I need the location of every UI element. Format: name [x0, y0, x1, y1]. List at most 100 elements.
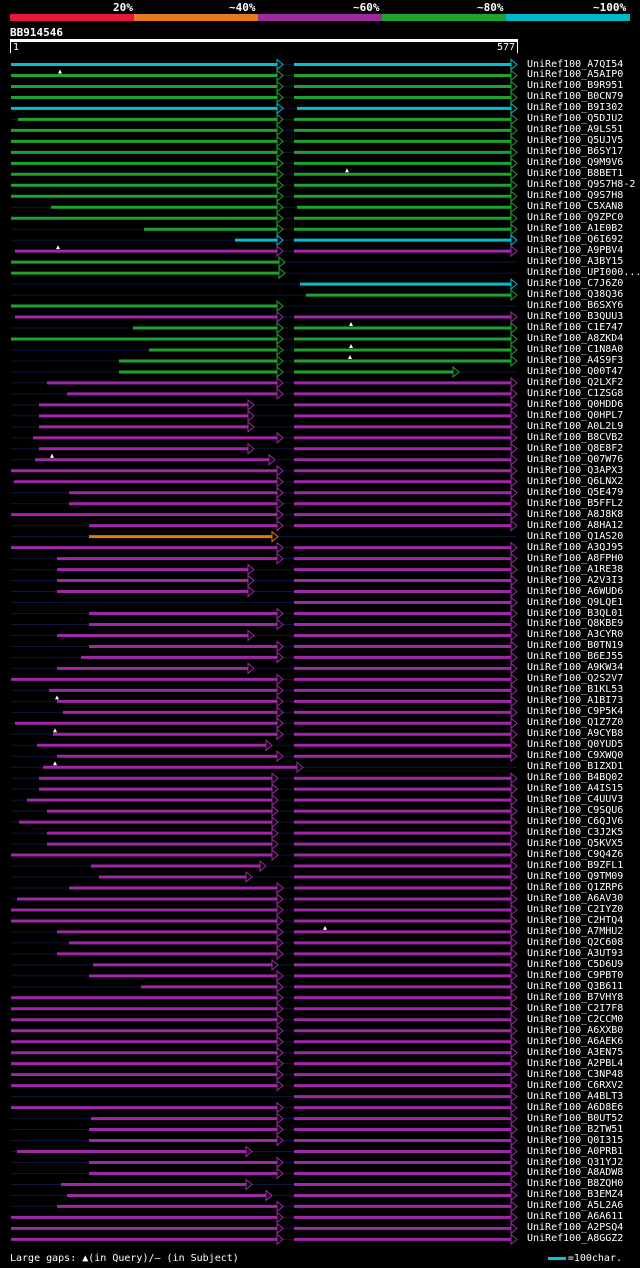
hit-label[interactable]: UniRef100_B3EMZ4: [527, 1189, 624, 1201]
hit-label[interactable]: UniRef100_C2HTQ4: [527, 914, 624, 926]
hit-label[interactable]: UniRef100_A1BI73: [527, 695, 624, 707]
hit-label[interactable]: UniRef100_Q2LXF2: [527, 376, 624, 388]
hit-label[interactable]: UniRef100_A2PSQ4: [527, 1222, 624, 1234]
hit-label[interactable]: UniRef100_Q31YJ2: [527, 1156, 624, 1168]
hit-label[interactable]: UniRef100_C9PBT0: [527, 969, 624, 981]
hit-label[interactable]: UniRef100_B8CVB2: [527, 431, 624, 443]
hit-label[interactable]: UniRef100_A4IS15: [527, 783, 624, 795]
hit-label[interactable]: UniRef100_A3QJ95: [527, 541, 624, 553]
hit-label[interactable]: UniRef100_C9SQU6: [527, 805, 624, 817]
hit-label[interactable]: UniRef100_Q9S7H8: [527, 190, 624, 202]
hit-label[interactable]: UniRef100_B0CN79: [527, 91, 624, 103]
hit-label[interactable]: UniRef100_A4S9F3: [527, 354, 624, 366]
hit-label[interactable]: UniRef100_B9I302: [527, 102, 624, 114]
hit-label[interactable]: UniRef100_C1N8A0: [527, 343, 624, 355]
hit-label[interactable]: UniRef100_C2IYZ0: [527, 903, 624, 915]
hit-label[interactable]: UniRef100_A9LS51: [527, 124, 624, 136]
hit-label[interactable]: UniRef100_Q9M9V6: [527, 157, 624, 169]
hit-label[interactable]: UniRef100_C1E747: [527, 322, 624, 334]
hit-label[interactable]: UniRef100_C9Q4Z6: [527, 849, 624, 861]
hit-label[interactable]: UniRef100_A9CYB8: [527, 728, 624, 740]
hit-label[interactable]: UniRef100_A9PBV4: [527, 245, 624, 257]
hit-label[interactable]: UniRef100_A6A611: [527, 1211, 624, 1223]
hit-label[interactable]: UniRef100_Q5E479: [527, 486, 624, 498]
hit-label[interactable]: UniRef100_C7J6Z0: [527, 278, 624, 290]
hit-label[interactable]: UniRef100_C1ZSG8: [527, 387, 624, 399]
hit-label[interactable]: UniRef100_A3BY15: [527, 256, 624, 268]
hit-label[interactable]: UniRef100_A3CYR0: [527, 629, 624, 641]
hit-label[interactable]: UniRef100_B0TN19: [527, 640, 624, 652]
hit-label[interactable]: UniRef100_Q5DJU2: [527, 113, 624, 125]
hit-label[interactable]: UniRef100_B0UT52: [527, 1112, 624, 1124]
hit-label[interactable]: UniRef100_B8ZQH0: [527, 1178, 624, 1190]
hit-label[interactable]: UniRef100_A2V3I3: [527, 574, 624, 586]
hit-label[interactable]: UniRef100_A8ADW8: [527, 1167, 624, 1179]
hit-label[interactable]: UniRef100_B2TW51: [527, 1123, 624, 1135]
hit-label[interactable]: UniRef100_A8HA12: [527, 519, 624, 531]
hit-label[interactable]: UniRef100_Q5UJV5: [527, 135, 624, 147]
hit-label[interactable]: UniRef100_Q1Z7Z0: [527, 717, 624, 729]
hit-label[interactable]: UniRef100_A1E0B2: [527, 223, 624, 235]
hit-label[interactable]: UniRef100_Q5KVX5: [527, 838, 624, 850]
hit-label[interactable]: UniRef100_C3NP48: [527, 1068, 624, 1080]
hit-label[interactable]: UniRef100_A8ZKD4: [527, 333, 624, 344]
hit-label[interactable]: UniRef100_B7VHY8: [527, 991, 624, 1003]
hit-label[interactable]: UniRef100_Q8KBE9: [527, 618, 624, 630]
hit-label[interactable]: UniRef100_B6SY17: [527, 146, 624, 158]
hit-label[interactable]: UniRef100_B5FFL2: [527, 497, 624, 509]
hit-label[interactable]: UniRef100_A6D8E6: [527, 1101, 624, 1113]
hit-label[interactable]: UniRef100_Q3APX3: [527, 464, 624, 476]
hit-label[interactable]: UniRef100_Q00T47: [527, 365, 624, 377]
hit-label[interactable]: UniRef100_B9ZFL1: [527, 860, 624, 872]
hit-label[interactable]: UniRef100_A6WUD6: [527, 585, 624, 597]
hit-label[interactable]: UniRef100_A3EN75: [527, 1046, 624, 1058]
hit-label[interactable]: UniRef100_A6AV30: [527, 892, 624, 904]
hit-label[interactable]: UniRef100_Q9ZPC0: [527, 212, 624, 224]
hit-label[interactable]: UniRef100_B4BQ02: [527, 772, 624, 784]
hit-label[interactable]: UniRef100_B1ZXD1: [527, 761, 624, 773]
hit-label[interactable]: UniRef100_C5D6U9: [527, 958, 624, 970]
hit-label[interactable]: UniRef100_Q8E8F2: [527, 442, 624, 454]
hit-label[interactable]: UniRef100_A1RE38: [527, 563, 624, 575]
hit-label[interactable]: UniRef100_C6RXV2: [527, 1079, 624, 1091]
hit-label[interactable]: UniRef100_Q1AS20: [527, 530, 624, 542]
hit-label[interactable]: UniRef100_A7MHU2: [527, 925, 624, 937]
hit-label[interactable]: UniRef100_Q9LQE1: [527, 596, 624, 608]
hit-label[interactable]: UniRef100_A6AEK6: [527, 1035, 624, 1047]
hit-label[interactable]: UniRef100_B6SXY6: [527, 300, 624, 312]
hit-label[interactable]: UniRef100_Q6I692: [527, 234, 624, 246]
hit-label[interactable]: UniRef100_A4BLT3: [527, 1090, 624, 1102]
hit-label[interactable]: UniRef100_Q07W76: [527, 453, 624, 465]
hit-label[interactable]: UniRef100_Q0HDD6: [527, 398, 624, 410]
hit-label[interactable]: UniRef100_A7QI54: [527, 58, 624, 70]
hit-label[interactable]: UniRef100_A8GGZ2: [527, 1233, 624, 1245]
hit-label[interactable]: UniRef100_C3J2K5: [527, 827, 624, 839]
hit-label[interactable]: UniRef100_A3UT93: [527, 947, 624, 959]
hit-label[interactable]: UniRef100_C2I7F8: [527, 1002, 624, 1014]
hit-label[interactable]: UniRef100_Q9TM09: [527, 871, 624, 883]
hit-label[interactable]: UniRef100_A5AIP0: [527, 69, 624, 81]
hit-label[interactable]: UniRef100_C9P5K4: [527, 706, 624, 718]
hit-label[interactable]: UniRef100_C4UUV3: [527, 794, 624, 806]
hit-label[interactable]: UniRef100_B8BET1: [527, 168, 624, 180]
hit-label[interactable]: UniRef100_Q0HPL7: [527, 409, 624, 421]
hit-label[interactable]: UniRef100_B3QUU3: [527, 311, 624, 323]
hit-label[interactable]: UniRef100_Q1ZRP6: [527, 882, 624, 893]
hit-label[interactable]: UniRef100_C6QJV6: [527, 816, 624, 828]
hit-label[interactable]: UniRef100_C9XWQ0: [527, 750, 624, 762]
hit-label[interactable]: UniRef100_B3QL01: [527, 607, 624, 619]
hit-label[interactable]: UniRef100_B9R951: [527, 80, 624, 92]
hit-label[interactable]: UniRef100_Q2S2V7: [527, 673, 624, 685]
hit-label[interactable]: UniRef100_Q0YUD5: [527, 739, 624, 751]
hit-label[interactable]: UniRef100_C2CCM0: [527, 1013, 624, 1025]
hit-label[interactable]: UniRef100_A8FPH0: [527, 552, 624, 564]
hit-label[interactable]: UniRef100_A0L2L9: [527, 420, 624, 432]
hit-label[interactable]: UniRef100_Q6LNX2: [527, 475, 624, 487]
hit-label[interactable]: UniRef100_A8J8K8: [527, 508, 624, 520]
hit-label[interactable]: UniRef100_Q0I315: [527, 1134, 624, 1146]
hit-label[interactable]: UniRef100_Q38Q36: [527, 289, 624, 301]
hit-label[interactable]: UniRef100_B6EJ55: [527, 651, 624, 663]
hit-label[interactable]: UniRef100_A9KW34: [527, 662, 624, 674]
hit-label[interactable]: UniRef100_Q9S7H8-2: [527, 179, 636, 191]
hit-label[interactable]: UniRef100_A2PBL4: [527, 1057, 624, 1069]
